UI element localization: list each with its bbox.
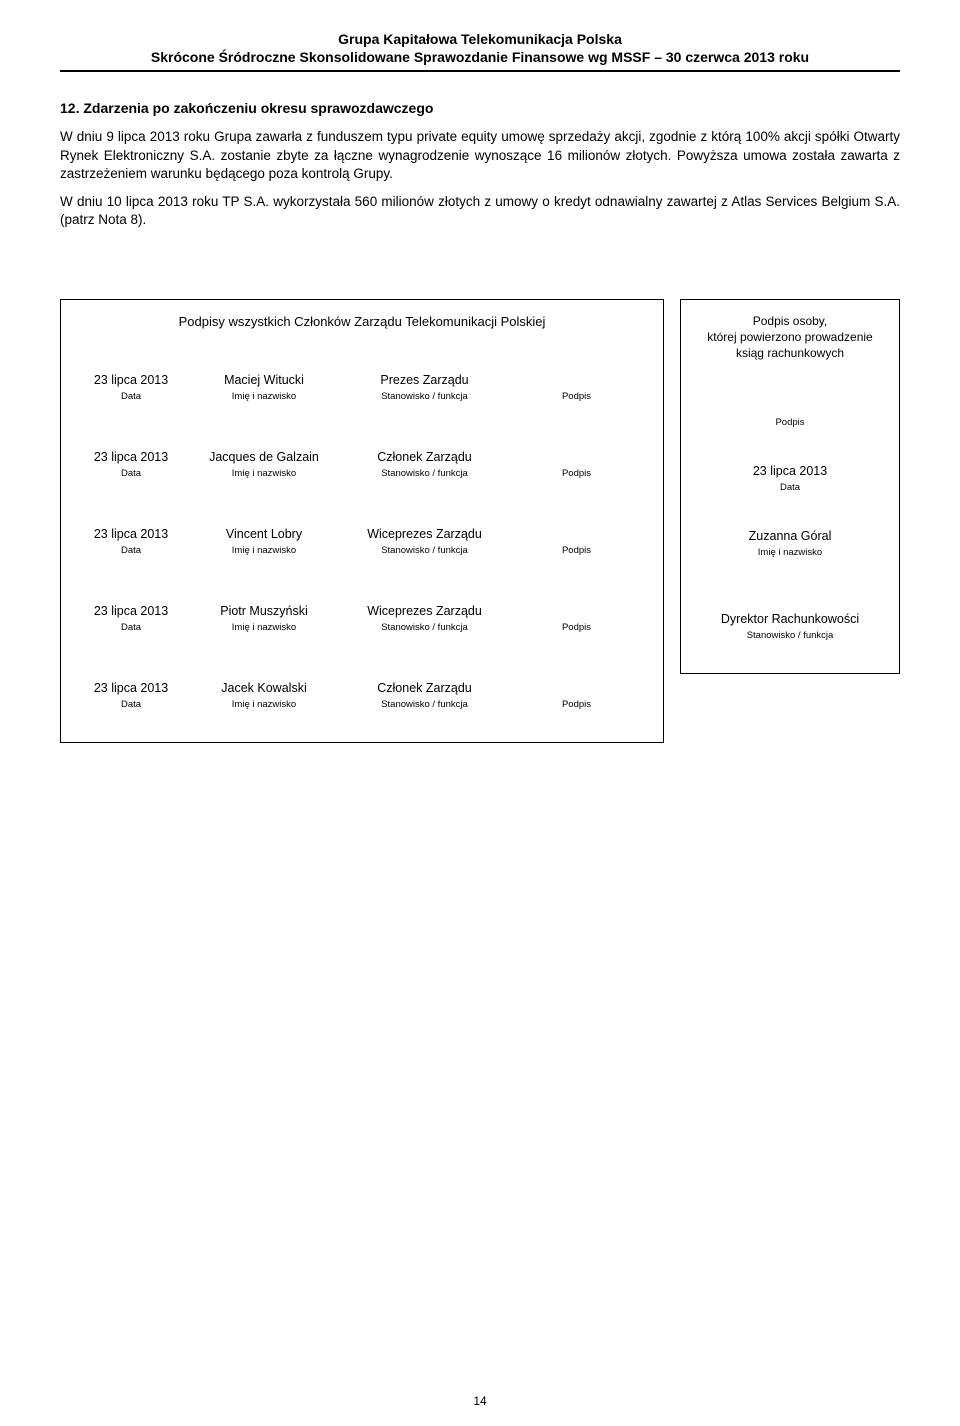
sig-name-label: Imię i nazwisko <box>189 622 339 633</box>
right-name-label: Imię i nazwisko <box>695 547 885 558</box>
sig-pos-col: Prezes Zarządu Stanowisko / funkcja <box>347 373 502 402</box>
accountant-signature-box: Podpis osoby, której powierzono prowadze… <box>680 299 900 674</box>
sig-sig-col: Podpis <box>510 466 643 479</box>
page-header: Grupa Kapitałowa Telekomunikacja Polska … <box>60 30 900 72</box>
right-position-label: Stanowisko / funkcja <box>695 630 885 641</box>
sig-date-col: 23 lipca 2013 Data <box>81 604 181 633</box>
signatures-title: Podpisy wszystkich Członków Zarządu Tele… <box>81 314 643 329</box>
right-date-label: Data <box>695 482 885 493</box>
signature-row: 23 lipca 2013 Data Maciej Witucki Imię i… <box>81 373 643 402</box>
sig-pos-col: Członek Zarządu Stanowisko / funkcja <box>347 450 502 479</box>
sig-name-col: Jacek Kowalski Imię i nazwisko <box>189 681 339 710</box>
sig-pos-label: Stanowisko / funkcja <box>347 622 502 633</box>
sig-sig-label: Podpis <box>510 391 643 402</box>
sig-date-label: Data <box>81 622 181 633</box>
header-line-2: Skrócone Śródroczne Skonsolidowane Spraw… <box>60 48 900 66</box>
right-signature-slot: Podpis <box>695 417 885 428</box>
sig-date-col: 23 lipca 2013 Data <box>81 373 181 402</box>
sig-date-label: Data <box>81 545 181 556</box>
sig-date-label: Data <box>81 699 181 710</box>
sig-pos-label: Stanowisko / funkcja <box>347 699 502 710</box>
sig-date: 23 lipca 2013 <box>81 681 181 697</box>
sig-name-label: Imię i nazwisko <box>189 545 339 556</box>
sig-pos-col: Wiceprezes Zarządu Stanowisko / funkcja <box>347 527 502 556</box>
right-signature-label: Podpis <box>695 417 885 428</box>
header-line-1: Grupa Kapitałowa Telekomunikacja Polska <box>60 30 900 48</box>
sig-date-label: Data <box>81 391 181 402</box>
sig-name: Jacek Kowalski <box>189 681 339 697</box>
signatures-wrapper: Podpisy wszystkich Członków Zarządu Tele… <box>60 299 900 743</box>
sig-name: Jacques de Galzain <box>189 450 339 466</box>
sig-sig-label: Podpis <box>510 622 643 633</box>
right-intro: Podpis osoby, której powierzono prowadze… <box>695 314 885 361</box>
page: Grupa Kapitałowa Telekomunikacja Polska … <box>0 0 960 1426</box>
right-name-slot: Zuzanna Góral Imię i nazwisko <box>695 529 885 558</box>
right-position-slot: Dyrektor Rachunkowości Stanowisko / funk… <box>695 612 885 641</box>
sig-pos: Wiceprezes Zarządu <box>347 604 502 620</box>
body-paragraph-2: W dniu 10 lipca 2013 roku TP S.A. wykorz… <box>60 193 900 229</box>
sig-name: Vincent Lobry <box>189 527 339 543</box>
sig-name-col: Jacques de Galzain Imię i nazwisko <box>189 450 339 479</box>
sig-date: 23 lipca 2013 <box>81 450 181 466</box>
body-paragraph-1: W dniu 9 lipca 2013 roku Grupa zawarła z… <box>60 128 900 183</box>
sig-name-col: Piotr Muszyński Imię i nazwisko <box>189 604 339 633</box>
sig-sig-col: Podpis <box>510 389 643 402</box>
signature-row: 23 lipca 2013 Data Jacek Kowalski Imię i… <box>81 681 643 710</box>
sig-name-col: Vincent Lobry Imię i nazwisko <box>189 527 339 556</box>
sig-pos-label: Stanowisko / funkcja <box>347 545 502 556</box>
sig-name: Maciej Witucki <box>189 373 339 389</box>
sig-date: 23 lipca 2013 <box>81 373 181 389</box>
signature-row: 23 lipca 2013 Data Vincent Lobry Imię i … <box>81 527 643 556</box>
sig-date-col: 23 lipca 2013 Data <box>81 527 181 556</box>
sig-date: 23 lipca 2013 <box>81 527 181 543</box>
sig-sig-label: Podpis <box>510 545 643 556</box>
sig-date-col: 23 lipca 2013 Data <box>81 681 181 710</box>
signatures-box: Podpisy wszystkich Członków Zarządu Tele… <box>60 299 664 743</box>
signature-row: 23 lipca 2013 Data Piotr Muszyński Imię … <box>81 604 643 633</box>
sig-name-label: Imię i nazwisko <box>189 391 339 402</box>
sig-date: 23 lipca 2013 <box>81 604 181 620</box>
right-date-slot: 23 lipca 2013 Data <box>695 464 885 493</box>
right-date: 23 lipca 2013 <box>695 464 885 480</box>
sig-date-label: Data <box>81 468 181 479</box>
sig-pos-col: Członek Zarządu Stanowisko / funkcja <box>347 681 502 710</box>
sig-date-col: 23 lipca 2013 Data <box>81 450 181 479</box>
right-name: Zuzanna Góral <box>695 529 885 545</box>
sig-pos-label: Stanowisko / funkcja <box>347 391 502 402</box>
sig-name-col: Maciej Witucki Imię i nazwisko <box>189 373 339 402</box>
right-position: Dyrektor Rachunkowości <box>695 612 885 628</box>
sig-sig-label: Podpis <box>510 468 643 479</box>
section-title: 12. Zdarzenia po zakończeniu okresu spra… <box>60 100 900 116</box>
sig-sig-col: Podpis <box>510 697 643 710</box>
sig-pos: Prezes Zarządu <box>347 373 502 389</box>
signature-row: 23 lipca 2013 Data Jacques de Galzain Im… <box>81 450 643 479</box>
sig-pos-col: Wiceprezes Zarządu Stanowisko / funkcja <box>347 604 502 633</box>
sig-name: Piotr Muszyński <box>189 604 339 620</box>
sig-pos: Wiceprezes Zarządu <box>347 527 502 543</box>
page-number: 14 <box>0 1394 960 1408</box>
sig-sig-col: Podpis <box>510 543 643 556</box>
sig-pos-label: Stanowisko / funkcja <box>347 468 502 479</box>
sig-pos: Członek Zarządu <box>347 450 502 466</box>
sig-sig-label: Podpis <box>510 699 643 710</box>
sig-name-label: Imię i nazwisko <box>189 468 339 479</box>
sig-name-label: Imię i nazwisko <box>189 699 339 710</box>
sig-pos: Członek Zarządu <box>347 681 502 697</box>
sig-sig-col: Podpis <box>510 620 643 633</box>
